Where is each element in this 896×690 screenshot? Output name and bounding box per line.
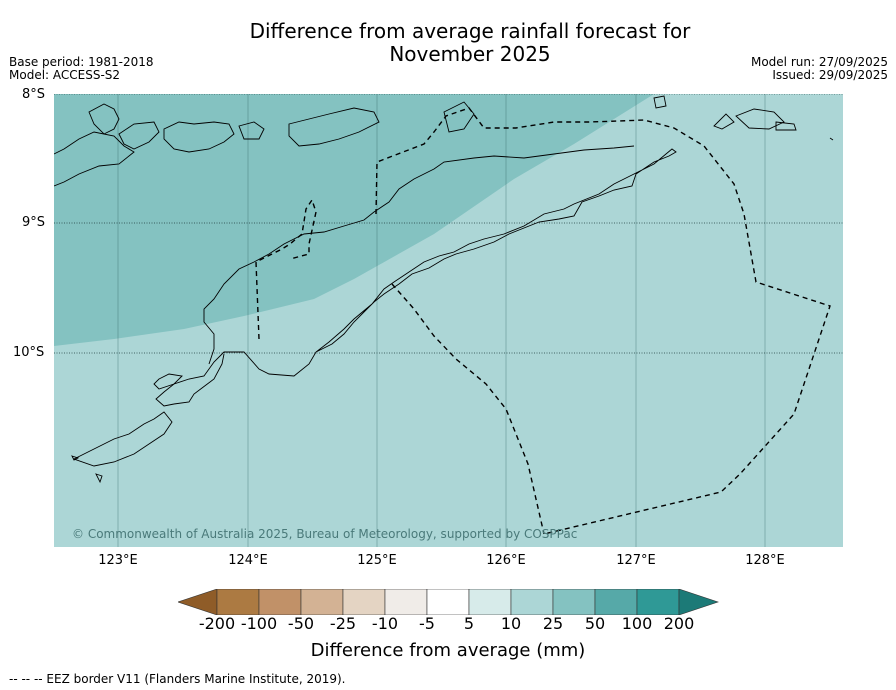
lon-label-127e: 127°E bbox=[616, 553, 656, 568]
lat-label-8s: 8°S bbox=[22, 87, 46, 102]
lon-label-128e: 128°E bbox=[745, 553, 785, 568]
flores-coast bbox=[54, 131, 135, 187]
colorbar-cell-9 bbox=[552, 589, 596, 615]
eez-oecusse bbox=[255, 198, 317, 340]
eez-timor-leste bbox=[375, 107, 831, 535]
cb-tick-1: -100 bbox=[240, 614, 278, 633]
small-islet bbox=[71, 455, 80, 461]
cb-tick-4: -10 bbox=[371, 614, 399, 633]
cb-tick-8: 25 bbox=[542, 614, 564, 633]
cb-tick-6: 5 bbox=[463, 614, 475, 633]
cb-tick-3: -25 bbox=[329, 614, 357, 633]
lon-label-125e: 125°E bbox=[357, 553, 397, 568]
cb-tick-11: 200 bbox=[663, 614, 695, 633]
lat-label-9s: 9°S bbox=[22, 215, 46, 230]
cb-tick-5: -5 bbox=[419, 614, 435, 633]
timor-south-coast bbox=[155, 148, 677, 407]
lon-label-123e: 123°E bbox=[98, 553, 138, 568]
colorbar-cells bbox=[178, 589, 719, 615]
cb-tick-7: 10 bbox=[500, 614, 522, 633]
cb-tick-9: 50 bbox=[584, 614, 606, 633]
ndao-island bbox=[95, 473, 103, 484]
map-panel: © Commonwealth of Australia 2025, Bureau… bbox=[54, 94, 843, 547]
chart-title-line2: November 2025 bbox=[389, 42, 551, 66]
issued-date: Issued: 29/09/2025 bbox=[772, 68, 888, 82]
colorbar-cell-7 bbox=[468, 589, 512, 615]
wetar-islet bbox=[653, 95, 667, 109]
chart-title: Difference from average rainfall forecas… bbox=[0, 20, 896, 66]
lat-grid-lines bbox=[54, 94, 843, 354]
lon-label-124e: 124°E bbox=[228, 553, 268, 568]
meta-left: Base period: 1981-2018 Model: ACCESS-S2 bbox=[9, 56, 154, 82]
model-run: Model run: 27/09/2025 bbox=[750, 55, 888, 69]
base-period: Base period: 1981-2018 bbox=[9, 55, 154, 69]
cb-tick-0: -200 bbox=[198, 614, 236, 633]
alor-west bbox=[238, 121, 265, 140]
semau-island bbox=[153, 373, 183, 390]
eez-timor-west bbox=[391, 283, 545, 535]
colorbar-cell-2 bbox=[258, 589, 302, 615]
timor-west-coast bbox=[173, 353, 225, 405]
pantar-island bbox=[163, 121, 235, 153]
eez-legend-note: -- -- -- EEZ border V11 (Flanders Marine… bbox=[9, 672, 346, 686]
timor-north-coast bbox=[203, 145, 635, 365]
colorbar-cell-4 bbox=[342, 589, 386, 615]
alor-island bbox=[288, 107, 380, 147]
colorbar-cell-8 bbox=[510, 589, 554, 615]
colorbar-extend-low bbox=[178, 589, 218, 615]
colorbar-extend-high bbox=[678, 589, 719, 615]
grid-lines bbox=[117, 94, 766, 547]
cb-tick-2: -50 bbox=[287, 614, 315, 633]
small-island-east bbox=[775, 121, 797, 131]
solor-island bbox=[88, 103, 120, 135]
colorbar-cell-1 bbox=[216, 589, 260, 615]
eez-border bbox=[255, 107, 831, 535]
colorbar-cell-6 bbox=[426, 589, 470, 615]
colorbar-cell-5 bbox=[384, 589, 428, 615]
colorbar-title: Difference from average (mm) bbox=[310, 640, 586, 661]
coastlines bbox=[54, 95, 834, 484]
cb-tick-10: 100 bbox=[621, 614, 653, 633]
lembata-island bbox=[118, 121, 160, 150]
tiny-islet bbox=[829, 137, 834, 141]
liran-island bbox=[713, 113, 735, 130]
chart-title-line1: Difference from average rainfall forecas… bbox=[249, 19, 691, 43]
lon-label-126e: 126°E bbox=[486, 553, 526, 568]
meta-right: Model run: 27/09/2025 Issued: 29/09/2025 bbox=[751, 56, 888, 82]
rote-island bbox=[72, 411, 173, 467]
wetar-east-island bbox=[735, 108, 785, 130]
colorbar-cell-3 bbox=[300, 589, 344, 615]
atauro-island bbox=[443, 101, 475, 133]
copyright-watermark: © Commonwealth of Australia 2025, Bureau… bbox=[72, 527, 577, 541]
lat-label-10s: 10°S bbox=[13, 345, 45, 360]
colorbar-cell-10 bbox=[594, 589, 638, 615]
model-name: Model: ACCESS-S2 bbox=[9, 68, 121, 82]
colorbar bbox=[178, 589, 719, 615]
colorbar-cell-11 bbox=[636, 589, 680, 615]
